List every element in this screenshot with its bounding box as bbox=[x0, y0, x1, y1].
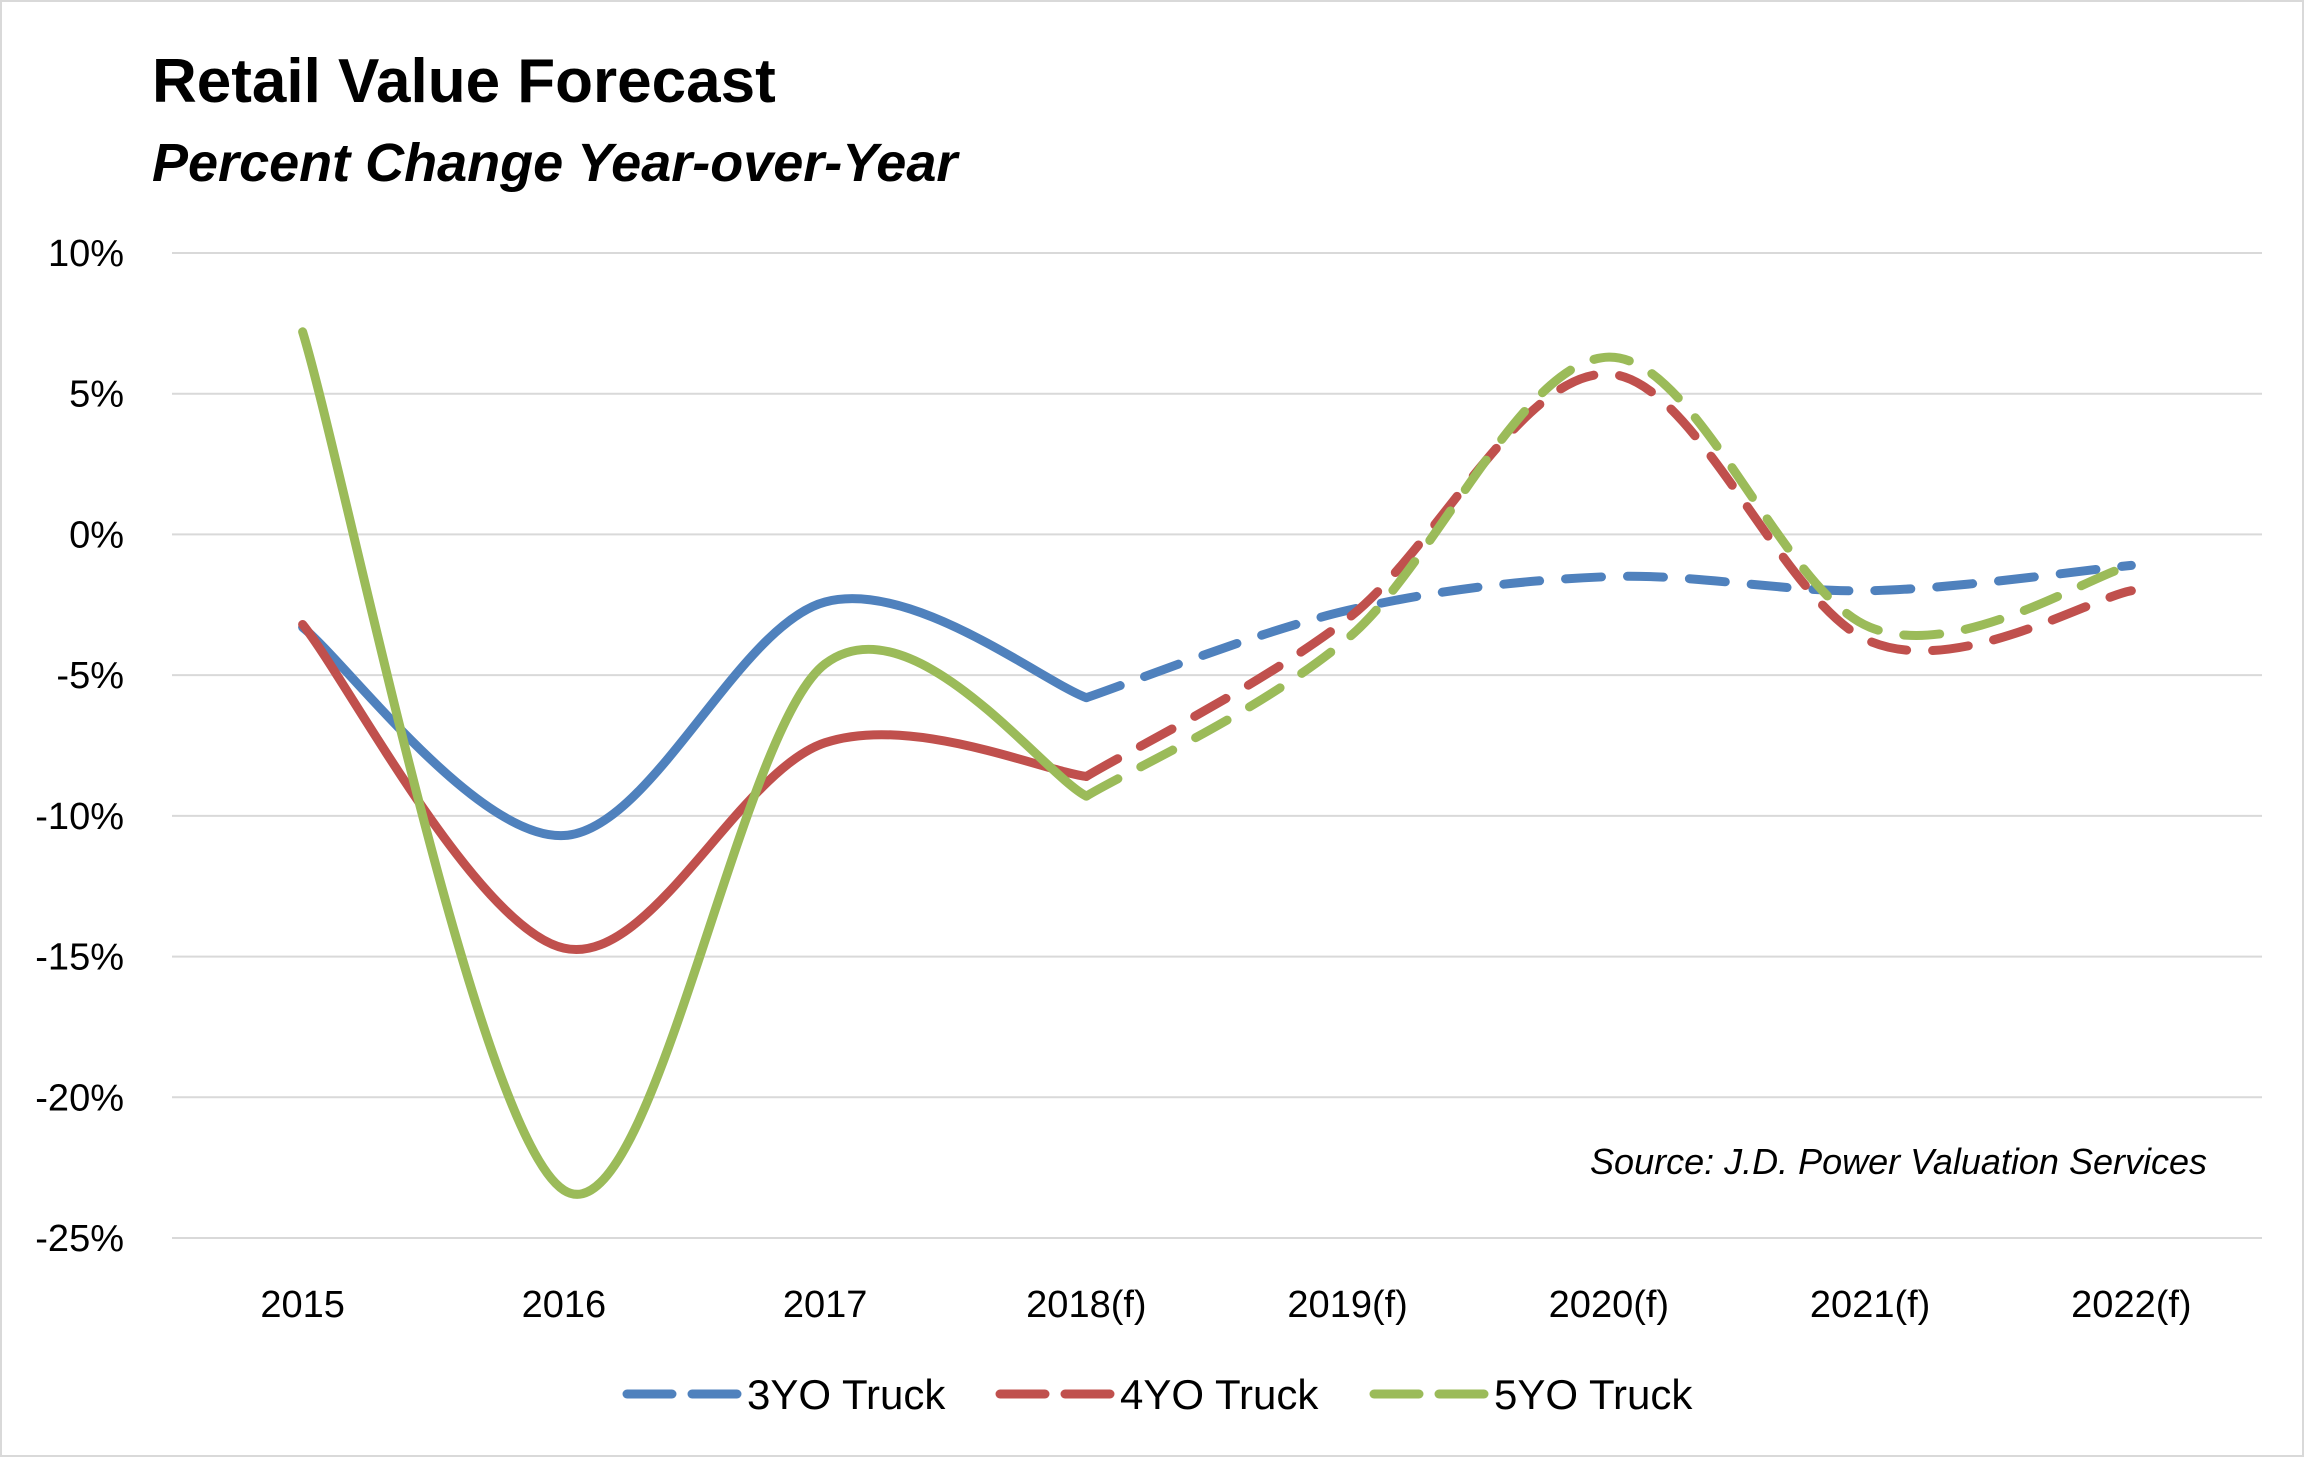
legend: 3YO Truck 4YO Truck 5YO Truck bbox=[622, 1371, 1693, 1418]
x-tick-label: 2020(f) bbox=[1549, 1284, 1669, 1326]
data-point-3yo-truck bbox=[1605, 573, 1613, 581]
gridlines bbox=[172, 252, 2262, 1239]
x-tick-label: 2021(f) bbox=[1810, 1284, 1930, 1326]
x-tick-label: 2022(f) bbox=[2071, 1284, 2191, 1326]
x-tick-label: 2018(f) bbox=[1026, 1284, 1146, 1326]
data-point-3yo-truck bbox=[1866, 587, 1874, 595]
data-point-4yo-truck bbox=[299, 620, 307, 628]
series-line-5yo-truck-actual bbox=[298, 327, 1091, 1199]
y-tick-label: 5% bbox=[69, 374, 124, 416]
data-point-4yo-truck bbox=[1605, 370, 1613, 378]
series-line-4yo-truck-actual bbox=[298, 619, 1091, 954]
series-lines bbox=[298, 327, 2136, 1199]
data-point-5yo-truck bbox=[1605, 353, 1613, 361]
source-note: Source: J.D. Power Valuation Services bbox=[1590, 1141, 2207, 1182]
data-point-5yo-truck bbox=[2127, 561, 2135, 569]
series-line-3yo-truck-actual bbox=[298, 594, 1091, 841]
data-point-4yo-truck bbox=[1082, 772, 1090, 780]
legend-label: 4YO Truck bbox=[1120, 1371, 1319, 1418]
series-line-4yo-truck-forecast bbox=[1081, 369, 2136, 781]
x-tick-label: 2019(f) bbox=[1287, 1284, 1407, 1326]
x-tick-label: 2016 bbox=[522, 1284, 607, 1326]
data-point-3yo-truck bbox=[821, 598, 829, 606]
series-line-5yo-truck-forecast bbox=[1081, 352, 2136, 801]
data-point-5yo-truck bbox=[1344, 635, 1352, 643]
x-tick-label: 2015 bbox=[260, 1284, 345, 1326]
y-tick-label: -10% bbox=[35, 796, 124, 838]
x-axis-ticks: 2015 2016 2017 2018(f) 2019(f) 2020(f) 2021(f)… bbox=[260, 1284, 2191, 1326]
y-tick-label: -5% bbox=[56, 655, 124, 697]
y-tick-label: -20% bbox=[35, 1077, 124, 1119]
data-point-3yo-truck bbox=[560, 832, 568, 840]
data-point-5yo-truck bbox=[560, 1186, 568, 1194]
chart-subtitle: Percent Change Year-over-Year bbox=[152, 133, 958, 193]
legend-label: 3YO Truck bbox=[747, 1371, 946, 1418]
y-tick-label: -25% bbox=[35, 1218, 124, 1260]
chart-title: Retail Value Forecast bbox=[152, 47, 776, 116]
data-point-5yo-truck bbox=[1082, 792, 1090, 800]
data-point-3yo-truck bbox=[1082, 694, 1090, 702]
data-point-4yo-truck bbox=[821, 739, 829, 747]
x-tick-label: 2017 bbox=[783, 1284, 868, 1326]
y-axis-ticks: 10% 5% 0% -5% -10% -15% -20% -25% bbox=[35, 233, 124, 1260]
data-point-5yo-truck bbox=[1866, 623, 1874, 631]
data-point-4yo-truck bbox=[1866, 637, 1874, 645]
series-line-3yo-truck-forecast bbox=[1081, 560, 2136, 703]
y-tick-label: 0% bbox=[69, 514, 124, 556]
y-tick-label: -15% bbox=[35, 937, 124, 979]
legend-label: 5YO Truck bbox=[1494, 1371, 1693, 1418]
data-point-4yo-truck bbox=[1344, 615, 1352, 623]
y-tick-label: 10% bbox=[48, 233, 124, 275]
data-point-4yo-truck bbox=[560, 944, 568, 952]
data-point-5yo-truck bbox=[821, 660, 829, 668]
data-point-4yo-truck bbox=[2127, 587, 2135, 595]
data-point-5yo-truck bbox=[299, 328, 307, 336]
